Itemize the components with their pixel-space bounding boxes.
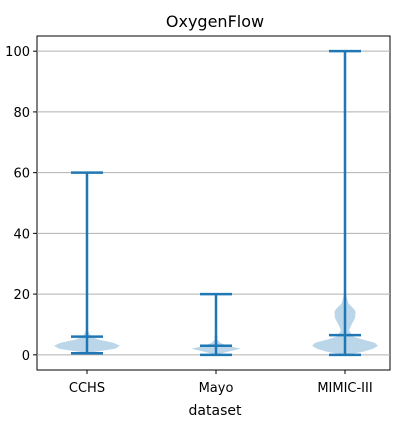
y-tick-label: 20 — [13, 288, 30, 303]
y-axis: 0 20 40 60 80 100 — [5, 45, 37, 364]
y-tick-label: 100 — [5, 45, 30, 60]
violins — [54, 49, 378, 357]
y-tick-label: 60 — [13, 167, 30, 182]
plot-area — [36, 35, 391, 371]
x-tick-label: MIMIC-III — [317, 381, 372, 396]
y-tick-label: 0 — [22, 349, 30, 364]
x-tick-label: Mayo — [199, 381, 234, 396]
y-tick-label: 40 — [13, 227, 30, 242]
violin-cchs — [54, 171, 120, 355]
y-tick-label: 80 — [13, 106, 30, 121]
x-axis: CCHS Mayo MIMIC-III — [69, 370, 373, 396]
x-axis-label: dataset — [189, 403, 242, 419]
violin-mayo — [191, 292, 241, 357]
chart-title: OxygenFlow — [166, 12, 264, 31]
x-tick-label: CCHS — [69, 381, 105, 396]
violin-mimic-iii — [312, 49, 378, 357]
